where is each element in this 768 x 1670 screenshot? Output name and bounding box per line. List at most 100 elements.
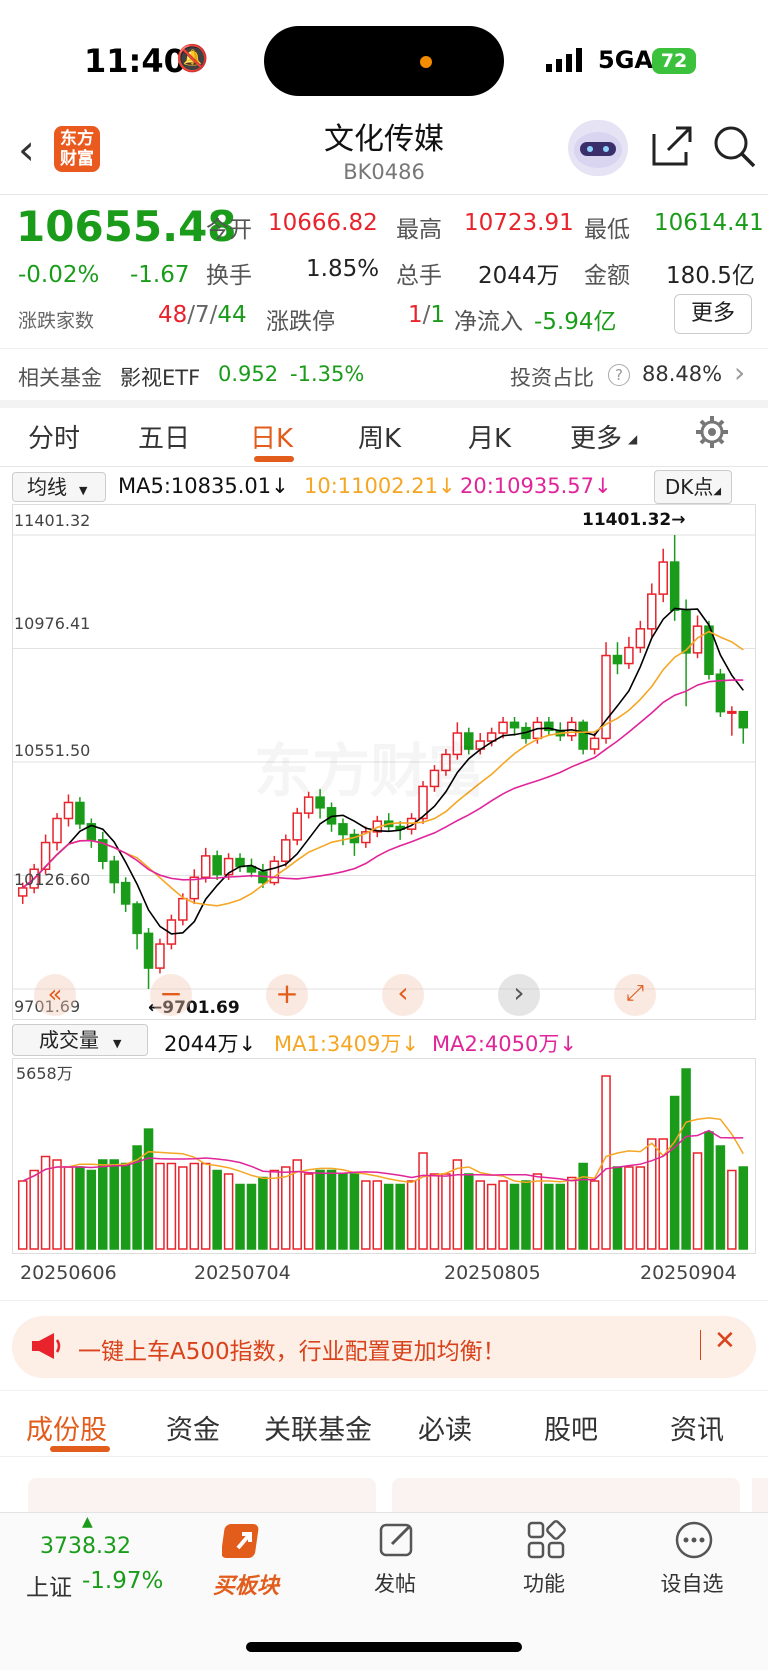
nav-buy-sector[interactable]: 买板块 [212,1574,279,1599]
status-time: 11:40 [84,42,186,80]
volume-bar [178,1166,188,1250]
volume-chart [12,1058,756,1254]
candle-body [624,646,634,665]
volume-bar [200,1162,211,1250]
candle-body [589,737,600,750]
candle-body [109,860,119,884]
candle-body [292,812,302,841]
volume-bar [212,1169,222,1250]
candle-body [658,561,668,595]
date-label: 20250704 [194,1262,291,1284]
help-icon[interactable]: ? [608,364,630,386]
candle-body [235,857,245,868]
index-value[interactable]: 3738.32 [40,1534,131,1559]
more-button[interactable]: 更多 [674,294,752,334]
search-icon[interactable] [712,124,758,174]
volume-bar [269,1169,280,1250]
candle-body [98,839,108,862]
content-card[interactable] [28,1478,376,1518]
promo-banner[interactable] [12,1316,756,1378]
tab-five-day[interactable]: 五日 [138,424,191,454]
zoom-in-icon[interactable]: + [266,974,308,1016]
edit-icon[interactable] [378,1520,418,1564]
divider [0,1390,768,1391]
scroll-left-icon[interactable]: ‹ [382,974,424,1016]
back-icon[interactable]: ‹ [18,125,35,174]
ratio-label: 投资占比 [510,366,594,390]
open-value: 10666.82 [268,210,378,236]
volume-bar [383,1183,394,1250]
volume-selector[interactable]: 成交量 ▼ [12,1024,148,1056]
breadth-values: 48/7/44 [158,302,247,328]
kline-chart[interactable] [12,504,756,1020]
volume-bar [647,1138,657,1250]
volume-bar [361,1180,371,1250]
chevron-right-icon[interactable]: › [734,356,746,389]
ma-selector[interactable]: 均线 ▼ [12,472,106,502]
banner-text[interactable]: 一键上车A500指数，行业配置更加均衡！ [78,1339,506,1365]
candle-body [223,857,234,876]
volume-bar [578,1162,588,1250]
content-card[interactable] [392,1478,740,1518]
scroll-right-icon[interactable]: › [498,974,540,1016]
candle-body [178,897,188,921]
assistant-avatar[interactable] [568,120,628,176]
candle-body [281,839,291,862]
volume-bar [292,1159,302,1250]
candle-body [715,673,726,713]
y-tick-label: 11401.32 [14,511,91,530]
volume-bar [63,1166,74,1250]
page-title: 文化传媒 [324,122,444,157]
share-icon[interactable] [650,124,694,172]
tab-intraday[interactable]: 分时 [28,424,81,454]
tab-funds-flow[interactable]: 资金 [166,1415,220,1446]
netflow-value: -5.94亿 [534,309,617,335]
candle-body [75,801,85,825]
grid-icon[interactable] [526,1520,566,1564]
low-value: 10614.41 [654,210,764,236]
candle-body [727,710,737,714]
volume-bar [715,1145,726,1250]
candle-body [578,721,588,750]
low-label: 最低 [584,217,630,243]
tab-daily-k[interactable]: 日K [250,424,294,454]
date-label: 20250805 [444,1262,541,1284]
tab-related-funds[interactable]: 关联基金 [264,1415,372,1446]
scroll-left-fast-icon[interactable]: « [34,974,76,1016]
tab-monthly-k[interactable]: 月K [468,424,512,454]
gear-icon[interactable] [694,414,730,454]
index-pct[interactable]: -1.97% [82,1568,164,1594]
fund-name[interactable]: 影视ETF [120,366,201,390]
nav-functions[interactable]: 功能 [523,1572,565,1596]
volume-bar [532,1173,543,1250]
tab-must-read[interactable]: 必读 [418,1415,472,1446]
volume-bar [418,1152,428,1250]
tab-weekly-k[interactable]: 周K [358,424,402,454]
nav-add-watchlist[interactable]: 设自选 [660,1572,724,1596]
nav-post[interactable]: 发帖 [374,1572,416,1596]
tab-news[interactable]: 资讯 [670,1415,724,1446]
tab-more[interactable]: 更多 [570,424,623,454]
dk-button[interactable]: DK点◢ [654,470,732,504]
volume-bar [452,1159,463,1250]
section-gap [0,400,768,408]
volume-bar [566,1176,577,1250]
mute-icon: 🔕 [176,44,209,74]
tab-forum[interactable]: 股吧 [544,1415,598,1446]
zoom-out-icon[interactable]: − [150,974,192,1016]
more-dots-icon[interactable] [674,1520,714,1564]
netflow-label: 净流入 [454,309,523,335]
volume-bar [281,1166,291,1250]
volume-bar [658,1138,668,1250]
close-icon[interactable]: ✕ [714,1326,736,1356]
volume-bar [635,1166,646,1250]
megaphone-icon [30,1330,62,1366]
index-name[interactable]: 上证 [26,1575,72,1601]
candle-body [63,801,74,820]
divider [0,194,768,195]
buy-sector-icon[interactable] [221,1518,272,1566]
volume-bar [509,1183,520,1250]
fullscreen-icon[interactable]: ⤢ [614,974,656,1016]
tab-constituents[interactable]: 成份股 [26,1415,107,1446]
